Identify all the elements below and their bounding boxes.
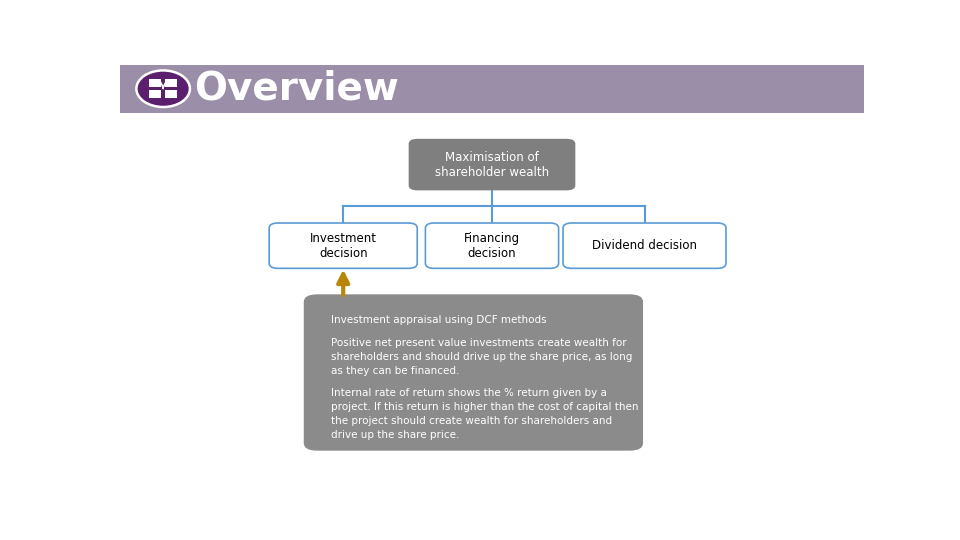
FancyBboxPatch shape bbox=[564, 223, 726, 268]
FancyBboxPatch shape bbox=[409, 139, 575, 191]
Bar bbox=[165, 90, 177, 98]
Text: Internal rate of return shows the % return given by a
project. If this return is: Internal rate of return shows the % retu… bbox=[330, 388, 638, 440]
Text: Dividend decision: Dividend decision bbox=[592, 239, 697, 252]
Text: Financing
decision: Financing decision bbox=[464, 232, 520, 260]
Text: Investment appraisal using DCF methods: Investment appraisal using DCF methods bbox=[330, 315, 546, 325]
FancyBboxPatch shape bbox=[425, 223, 559, 268]
Bar bbox=[120, 65, 864, 113]
Text: Overview: Overview bbox=[194, 70, 399, 107]
Text: Maximisation of
shareholder wealth: Maximisation of shareholder wealth bbox=[435, 151, 549, 179]
Bar bbox=[165, 79, 177, 87]
Text: Investment
decision: Investment decision bbox=[310, 232, 376, 260]
FancyBboxPatch shape bbox=[303, 294, 643, 451]
Ellipse shape bbox=[136, 70, 190, 107]
FancyBboxPatch shape bbox=[269, 223, 418, 268]
Bar bbox=[150, 90, 161, 98]
Text: Positive net present value investments create wealth for
shareholders and should: Positive net present value investments c… bbox=[330, 338, 632, 376]
Bar bbox=[150, 79, 161, 87]
